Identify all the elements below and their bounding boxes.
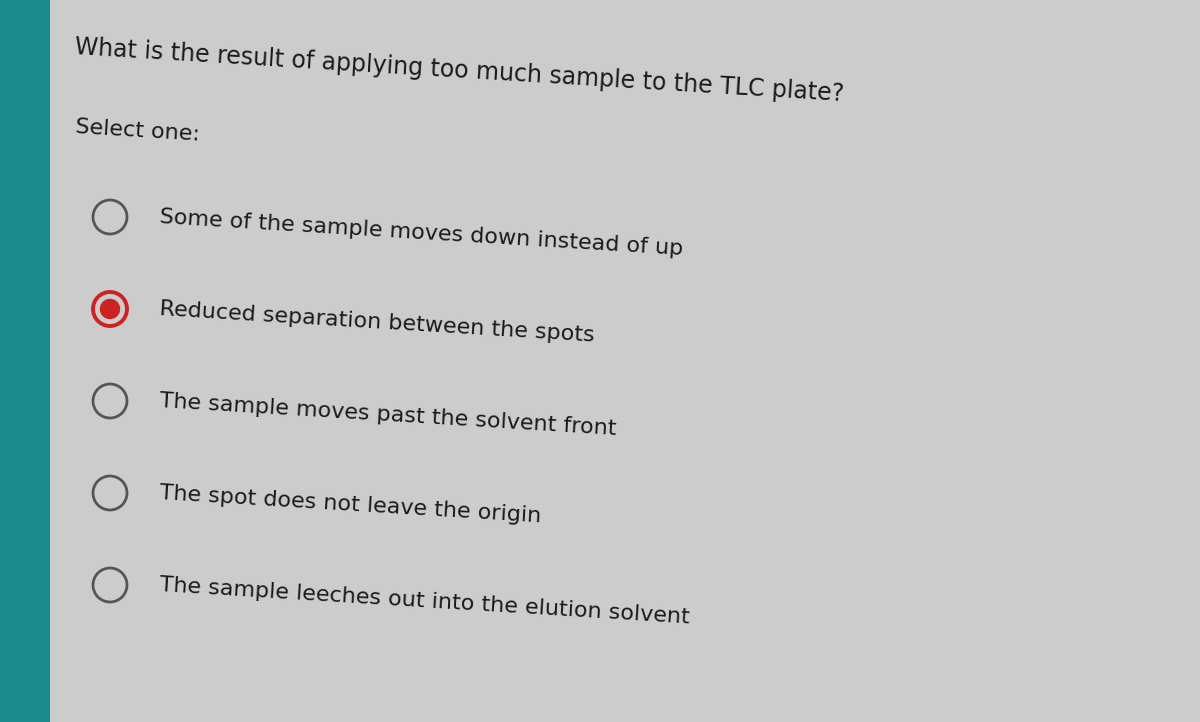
Text: Reduced separation between the spots: Reduced separation between the spots: [160, 299, 595, 346]
Text: The sample leeches out into the elution solvent: The sample leeches out into the elution …: [160, 575, 691, 627]
FancyBboxPatch shape: [0, 0, 50, 722]
Text: The spot does not leave the origin: The spot does not leave the origin: [160, 483, 542, 526]
Circle shape: [100, 299, 120, 319]
Text: Some of the sample moves down instead of up: Some of the sample moves down instead of…: [160, 207, 684, 259]
Text: Select one:: Select one:: [74, 117, 200, 144]
Text: What is the result of applying too much sample to the TLC plate?: What is the result of applying too much …: [74, 35, 845, 106]
Text: The sample moves past the solvent front: The sample moves past the solvent front: [160, 391, 617, 439]
